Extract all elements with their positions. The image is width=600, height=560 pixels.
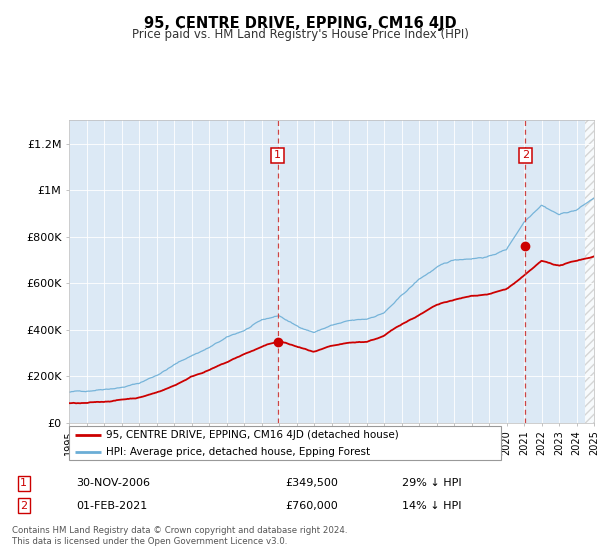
Text: 29% ↓ HPI: 29% ↓ HPI [402, 478, 461, 488]
Text: £349,500: £349,500 [286, 478, 338, 488]
Text: 30-NOV-2006: 30-NOV-2006 [76, 478, 150, 488]
Text: HPI: Average price, detached house, Epping Forest: HPI: Average price, detached house, Eppi… [106, 447, 370, 456]
Text: Contains HM Land Registry data © Crown copyright and database right 2024.
This d: Contains HM Land Registry data © Crown c… [12, 526, 347, 546]
Text: £760,000: £760,000 [286, 501, 338, 511]
Text: 2: 2 [522, 150, 529, 160]
Text: 2: 2 [20, 501, 27, 511]
Text: 95, CENTRE DRIVE, EPPING, CM16 4JD (detached house): 95, CENTRE DRIVE, EPPING, CM16 4JD (deta… [106, 430, 398, 440]
Text: 1: 1 [20, 478, 27, 488]
Text: Price paid vs. HM Land Registry's House Price Index (HPI): Price paid vs. HM Land Registry's House … [131, 28, 469, 41]
Text: 1: 1 [274, 150, 281, 160]
Text: 01-FEB-2021: 01-FEB-2021 [76, 501, 147, 511]
Text: 14% ↓ HPI: 14% ↓ HPI [402, 501, 461, 511]
Text: 95, CENTRE DRIVE, EPPING, CM16 4JD: 95, CENTRE DRIVE, EPPING, CM16 4JD [143, 16, 457, 31]
